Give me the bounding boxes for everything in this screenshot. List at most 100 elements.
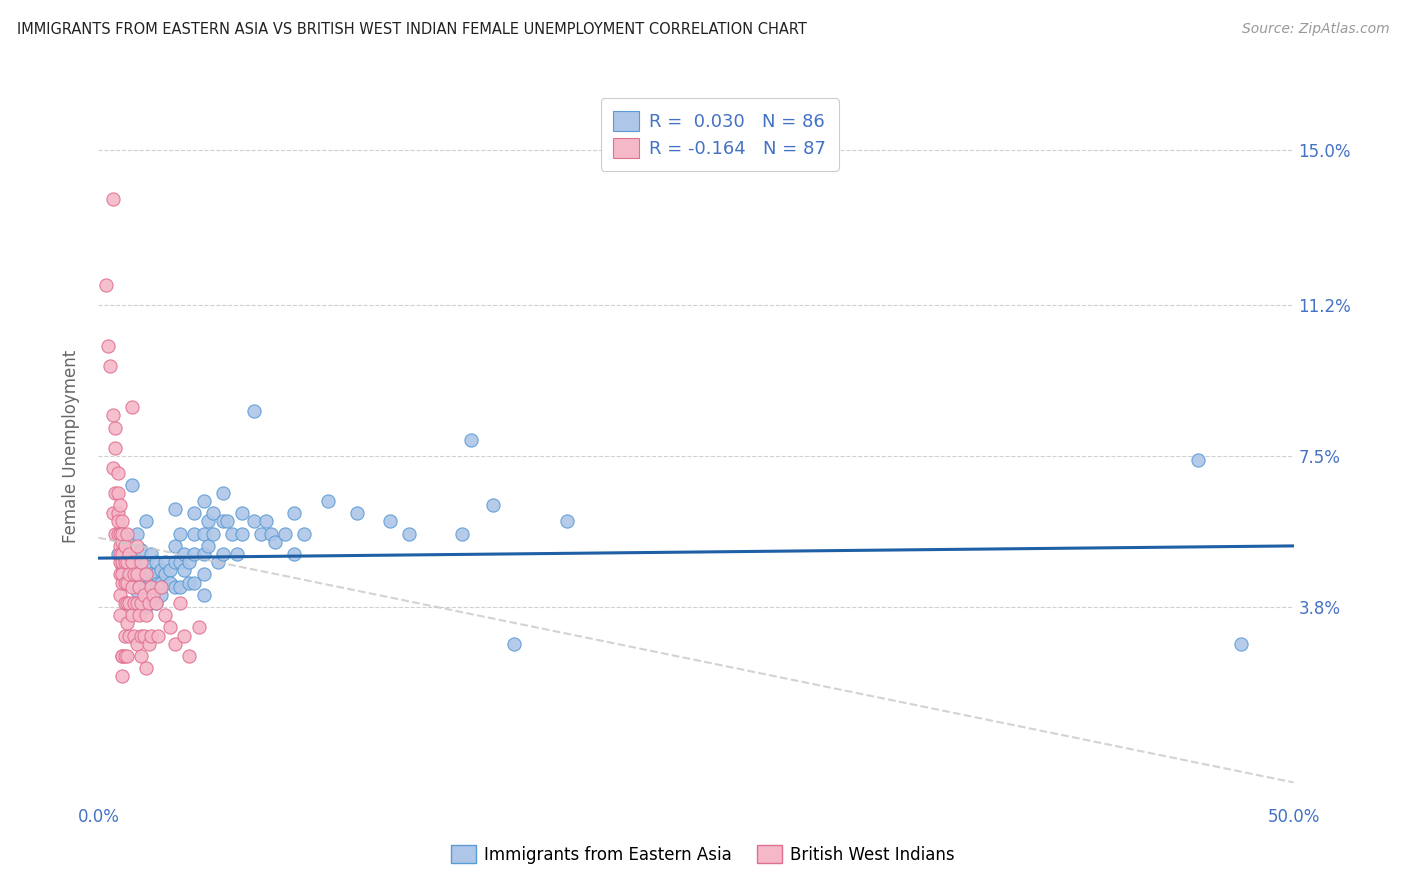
Point [193,526,215,541]
Point [183,575,205,590]
Point [197,515,219,529]
Point [193,494,215,508]
Point [135,555,157,569]
Point [111,534,134,549]
Point [481,498,505,512]
Point [108,526,131,541]
Point [111,559,134,574]
Point [108,547,131,561]
Point [292,526,315,541]
Point [124,596,146,610]
Point [131,559,153,574]
Point [173,547,195,561]
Point [125,596,148,610]
Point [97,339,120,353]
Point [148,629,170,643]
Point [121,608,143,623]
Point [98,359,122,374]
Point [202,526,225,541]
Point [149,588,172,602]
Point [131,648,153,663]
Point [264,534,287,549]
Point [179,555,201,569]
Point [231,526,253,541]
Point [149,575,172,590]
Point [107,486,129,500]
Point [111,567,134,582]
Point [378,515,401,529]
Point [135,567,157,582]
Point [193,567,215,582]
Point [115,526,138,541]
Point [555,515,578,529]
Point [132,629,155,643]
Point [114,596,136,610]
Point [139,567,162,582]
Point [138,596,160,610]
Point [111,648,134,663]
Point [124,575,146,590]
Point [111,648,134,663]
Point [169,526,191,541]
Point [163,555,186,569]
Point [104,526,127,541]
Point [243,515,266,529]
Point [139,580,162,594]
Point [128,580,150,594]
Point [101,192,124,206]
Point [114,539,136,553]
Point [145,596,167,610]
Point [138,637,160,651]
Point [211,486,233,500]
Point [169,596,191,610]
Point [107,466,129,480]
Point [135,608,157,623]
Point [125,567,148,582]
Point [193,588,215,602]
Point [118,629,141,643]
Point [274,526,297,541]
Point [131,596,153,610]
Point [114,648,136,663]
Point [114,629,136,643]
Point [460,433,482,447]
Point [179,648,201,663]
Point [139,547,162,561]
Point [183,506,205,520]
Point [1187,453,1209,467]
Point [108,539,131,553]
Point [159,563,181,577]
Legend: Immigrants from Eastern Asia, British West Indians: Immigrants from Eastern Asia, British We… [444,838,962,871]
Point [163,637,186,651]
Point [114,575,136,590]
Point [121,477,143,491]
Point [145,580,167,594]
Point [139,575,162,590]
Point [163,502,186,516]
Point [125,526,148,541]
Point [135,661,157,675]
Point [135,600,157,615]
Point [114,555,136,569]
Point [259,526,281,541]
Point [115,648,138,663]
Point [207,555,229,569]
Point [121,401,143,415]
Point [250,526,273,541]
Point [202,506,225,520]
Point [398,526,420,541]
Point [104,441,127,455]
Point [124,551,146,566]
Point [125,583,148,598]
Point [217,515,239,529]
Point [145,567,167,582]
Point [179,575,201,590]
Point [115,555,138,569]
Point [111,547,134,561]
Point [131,629,153,643]
Point [155,608,177,623]
Point [145,555,167,569]
Point [101,409,124,423]
Point [346,506,368,520]
Point [125,637,148,651]
